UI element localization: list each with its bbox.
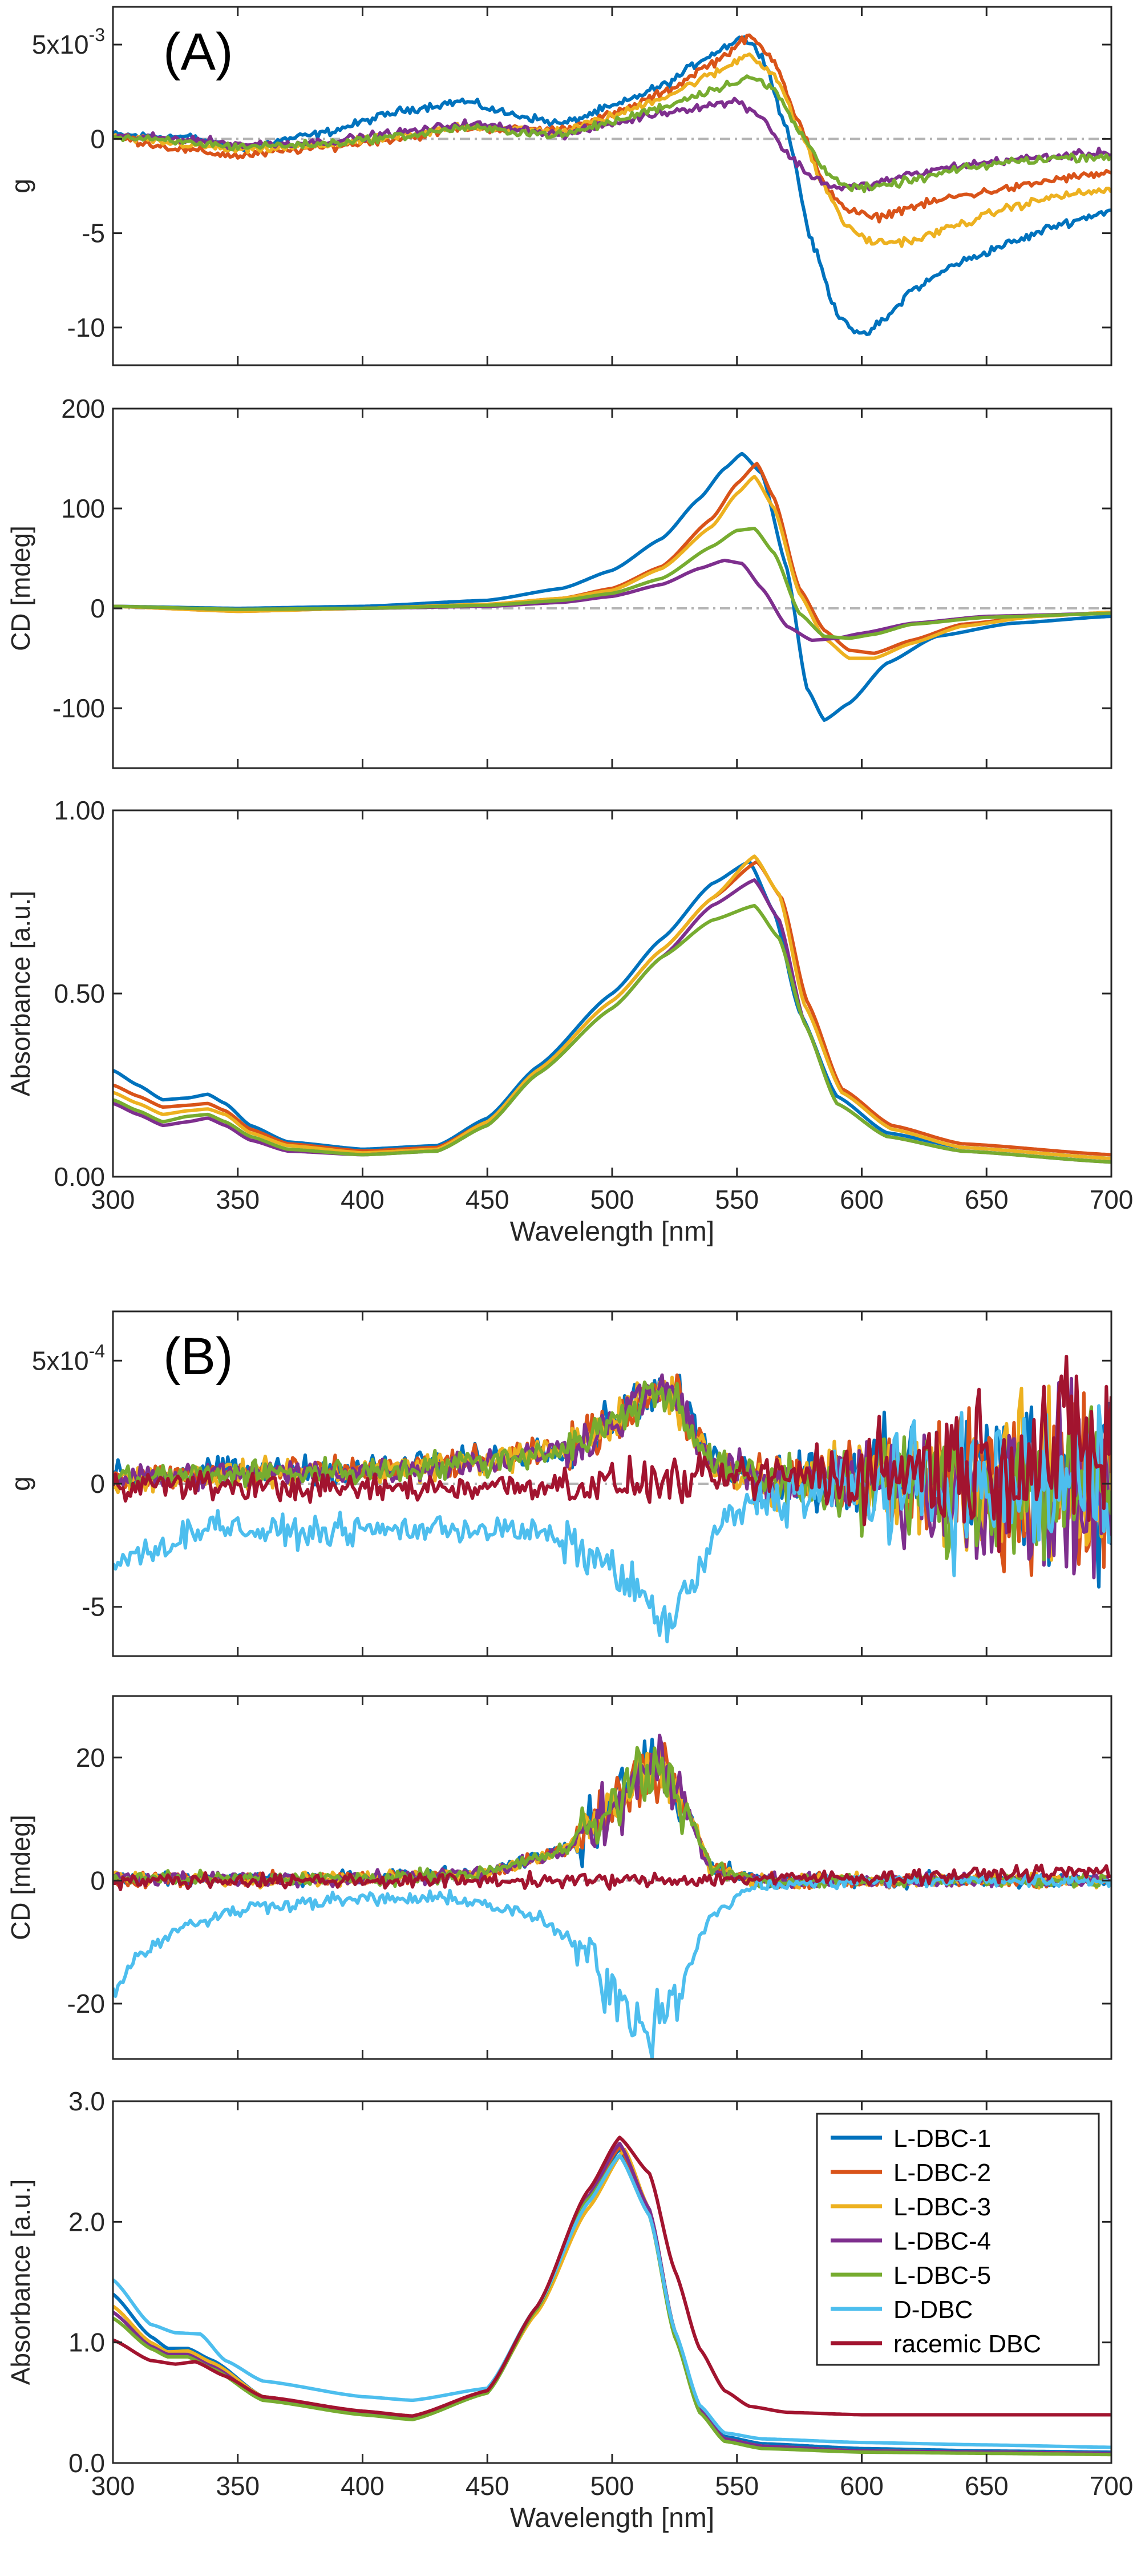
x-axis-label: Wavelength [nm] [510, 1217, 714, 1247]
series-group [113, 1733, 1111, 2059]
series-line-L-DBC-5 [113, 903, 1111, 1164]
y-tick-label: 0 [90, 1469, 105, 1499]
legend-entry: L-DBC-5 [893, 2262, 991, 2290]
y-tick-label: 20 [76, 1743, 105, 1772]
y-tick-label: -20 [67, 1989, 105, 2018]
series-group [113, 451, 1111, 722]
y-tick-label: 1.00 [54, 796, 105, 825]
series-line-L-DBC-4 [113, 878, 1111, 1164]
legend: L-DBC-1 L-DBC-2 L-DBC-3 L-DBC-4 L-DBC-5 D-DBC… [816, 2113, 1100, 2366]
series-line-D-DBC [113, 1404, 1111, 1644]
x-tick-label: 600 [840, 2471, 884, 2501]
y-tick-label: -10 [67, 313, 105, 342]
y-tick-label: -5 [82, 219, 105, 248]
series-line-L-DBC-2 [113, 33, 1111, 224]
series-line-L-DBC-5 [113, 527, 1111, 640]
x-tick-label: 600 [840, 1185, 884, 1214]
series-line-L-DBC-3 [113, 52, 1111, 248]
x-tick-label: 550 [715, 2471, 759, 2501]
panel-letter: (B) [163, 1327, 233, 1386]
y-tick-label: -100 [52, 693, 105, 723]
x-tick-label: 450 [466, 2471, 509, 2501]
legend-entry: L-DBC-2 [893, 2159, 991, 2187]
y-tick-label: 0.50 [54, 979, 105, 1008]
series-line-L-DBC-1 [113, 35, 1111, 336]
series-line-L-DBC-5 [113, 74, 1111, 193]
y-tick-label: 0 [90, 124, 105, 154]
y-tick-label: 5x10-3 [32, 25, 105, 59]
y-tick-label: 2.0 [68, 2207, 105, 2236]
series-line-L-DBC-3 [113, 854, 1111, 1160]
panel-letter: (A) [163, 23, 233, 81]
legend-entry: racemic DBC [893, 2330, 1041, 2358]
y-axis-label: CD [mdeg] [6, 1815, 35, 1940]
panel-B-2: 20 0 -20 CD [mdeg] [6, 1695, 1112, 2060]
x-tick-label: 500 [590, 2471, 634, 2501]
plot-frame [112, 6, 1112, 366]
x-tick-label: 300 [91, 1185, 135, 1214]
legend-entry: L-DBC-4 [893, 2227, 991, 2255]
x-tick-label: 650 [965, 1185, 1009, 1214]
x-tick-label: 350 [216, 2471, 260, 2501]
y-tick-label: 100 [61, 494, 105, 523]
series-line-racemic-DBC [113, 2135, 1111, 2418]
y-tick-label: 5x10-4 [32, 1341, 105, 1375]
y-tick-label: 3.0 [68, 2086, 105, 2116]
y-tick-label-exponent: -4 [89, 1341, 105, 1361]
y-axis-label: g [6, 1476, 35, 1491]
y-tick-label: 1.0 [68, 2328, 105, 2357]
y-tick-label: 0.0 [68, 2448, 105, 2478]
y-tick-label: 200 [61, 394, 105, 423]
x-tick-label: 400 [341, 2471, 385, 2501]
y-axis-label: g [6, 179, 35, 193]
series-line-D-DBC [113, 1872, 1111, 2059]
x-tick-label: 350 [216, 1185, 260, 1214]
series-group [113, 1355, 1111, 1644]
series-line-L-DBC-4 [113, 559, 1111, 642]
series-group [113, 2135, 1111, 2457]
y-tick-label-base: 5x10 [32, 1346, 89, 1375]
x-axis-label: Wavelength [nm] [510, 2503, 714, 2533]
series-line-L-DBC-2 [113, 1742, 1111, 1891]
x-tick-label: 400 [341, 1185, 385, 1214]
y-axis-label: Absorbance [a.u.] [6, 891, 35, 1097]
x-tick-label: 700 [1090, 2471, 1134, 2501]
y-tick-label: 0 [90, 1866, 105, 1895]
y-tick-label-exponent: -3 [89, 25, 105, 45]
y-tick-label: -5 [82, 1592, 105, 1622]
x-tick-label: 650 [965, 2471, 1009, 2501]
panel-A-2: 200 100 0 -100 CD [mdeg] [6, 394, 1112, 769]
series-line-racemic-DBC [113, 1863, 1111, 1891]
panel-A-3: 300 350 400 450 500 550 600 650 700 1.00 0.50 0.00 A… [6, 796, 1133, 1247]
panel-A-1: 5x10-3 0 -5 -10 g (A) [6, 6, 1112, 366]
series-group [113, 33, 1111, 336]
series-group [113, 854, 1111, 1164]
y-tick-label: 0.00 [54, 1162, 105, 1192]
x-tick-label: 300 [91, 2471, 135, 2501]
y-tick-label-base: 5x10 [32, 30, 89, 59]
legend-entry: L-DBC-1 [893, 2125, 991, 2153]
x-tick-label: 500 [590, 1185, 634, 1214]
legend-entry: D-DBC [893, 2296, 973, 2324]
y-axis-label: CD [mdeg] [6, 526, 35, 651]
x-tick-label: 700 [1090, 1185, 1134, 1214]
series-line-racemic-DBC [113, 1355, 1111, 1553]
series-line-D-DBC [113, 2154, 1111, 2449]
legend-entry: L-DBC-3 [893, 2193, 991, 2221]
x-tick-label: 450 [466, 1185, 509, 1214]
panel-B-1: 5x10-4 0 -5 g (B) [6, 1310, 1112, 1657]
panel-B-3: 300 350 400 450 500 550 600 650 700 3.0 2.0 1.0 0.0 A… [6, 2086, 1133, 2533]
y-tick-label: 0 [90, 593, 105, 623]
x-tick-label: 550 [715, 1185, 759, 1214]
y-axis-label: Absorbance [a.u.] [6, 2179, 35, 2385]
